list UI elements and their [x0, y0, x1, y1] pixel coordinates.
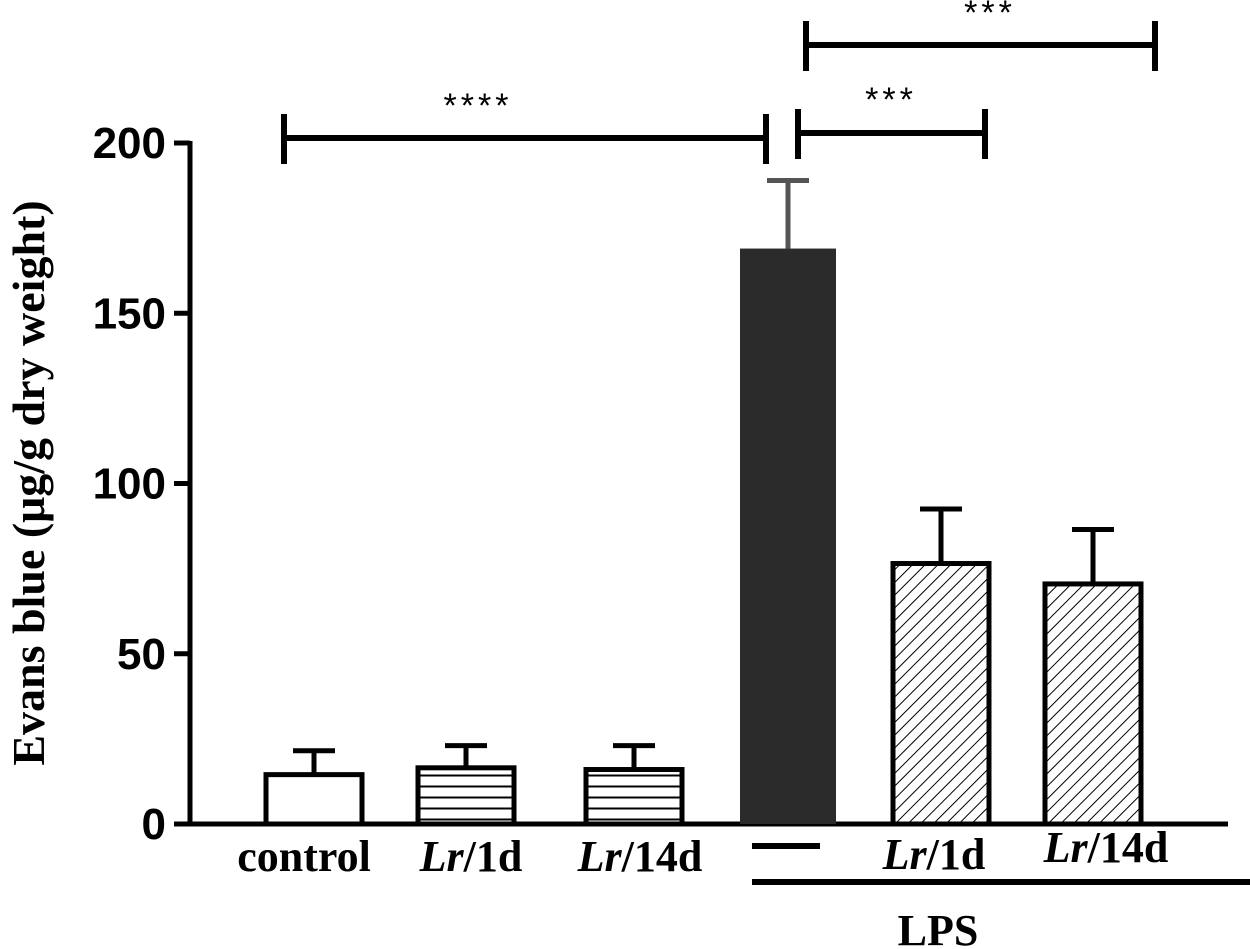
x-tick-label-2: Lr/14d [577, 832, 703, 881]
bar-5 [1042, 581, 1144, 827]
significance-brackets: **** ****** [281, 0, 1158, 164]
bar-0 [263, 772, 365, 827]
bar-1 [415, 765, 517, 827]
x-tick-label-5: Lr/14d [1043, 823, 1169, 872]
x-tick-label-italic-5: Lr [1043, 823, 1089, 872]
error-bars [293, 177, 1114, 775]
y-ticks: 0 50 100 150 200 [93, 119, 190, 849]
lps-group-label: LPS [898, 906, 979, 949]
x-tick-labels: control Lr/1d Lr/14d Lr/1d Lr/14d [237, 823, 1168, 881]
x-tick-label-0: control [237, 832, 371, 881]
y-tick-label-0: 0 [142, 800, 166, 849]
x-tick-label-rest-2: /14d [621, 832, 703, 881]
bar-4 [890, 561, 992, 827]
bar-2 [583, 767, 685, 827]
x-tick-label-rest-5: /14d [1087, 823, 1169, 872]
lps-group: LPS [752, 879, 1250, 949]
x-tick-label-1: Lr/1d [419, 832, 523, 881]
sig-label-0: **** [444, 87, 513, 125]
x-tick-label-rest-1: /1d [463, 832, 523, 881]
y-axis-title: Evans blue (μg/g dry weight) [3, 200, 54, 765]
sig-label-1: *** [865, 81, 917, 119]
y-axis-label: Evans blue (μg/g dry weight) [3, 200, 54, 765]
y-tick-label-100: 100 [93, 460, 166, 509]
bar-3 [740, 248, 836, 824]
sig-label-2: *** [964, 0, 1016, 32]
x-tick-label-rest-0: control [237, 832, 371, 881]
y-tick-label-50: 50 [117, 630, 166, 679]
x-tick-label-italic-2: Lr [577, 832, 623, 881]
y-tick-label-150: 150 [93, 289, 166, 338]
x-tick-label-rest-4: /1d [926, 830, 986, 879]
x-tick-label-italic-4: Lr [882, 830, 928, 879]
x-tick-label-4: Lr/1d [882, 830, 986, 879]
bars [263, 248, 1144, 827]
x-tick-label-italic-1: Lr [419, 832, 465, 881]
y-tick-label-200: 200 [93, 119, 166, 168]
